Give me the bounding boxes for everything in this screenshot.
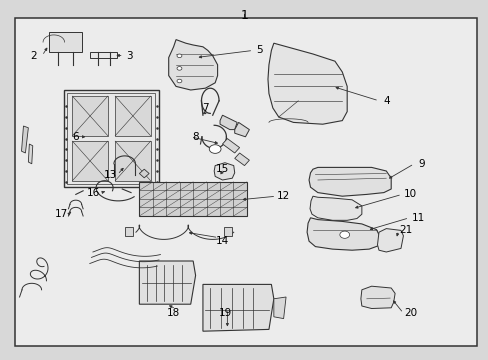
Text: 21: 21 (398, 225, 412, 235)
Text: 17: 17 (54, 209, 68, 219)
Polygon shape (21, 126, 28, 153)
Text: 20: 20 (404, 308, 416, 318)
Polygon shape (49, 32, 82, 52)
Text: 14: 14 (215, 236, 229, 246)
FancyBboxPatch shape (15, 18, 476, 346)
Polygon shape (308, 167, 390, 196)
Text: 6: 6 (72, 132, 79, 142)
Polygon shape (124, 227, 133, 236)
Text: 10: 10 (404, 189, 416, 199)
Polygon shape (234, 153, 249, 166)
Text: 13: 13 (103, 170, 117, 180)
Text: 15: 15 (215, 164, 229, 174)
Text: 18: 18 (166, 308, 180, 318)
Text: 12: 12 (276, 191, 290, 201)
Text: 1: 1 (240, 9, 248, 22)
Text: 19: 19 (218, 308, 231, 318)
Circle shape (177, 67, 182, 70)
Polygon shape (90, 52, 117, 58)
Polygon shape (234, 122, 249, 137)
Text: 4: 4 (382, 96, 389, 106)
Polygon shape (273, 297, 285, 319)
Text: 11: 11 (410, 213, 424, 223)
Text: 3: 3 (126, 51, 133, 61)
Polygon shape (139, 261, 195, 304)
Circle shape (177, 54, 182, 58)
Polygon shape (377, 229, 403, 252)
Polygon shape (220, 115, 237, 130)
Polygon shape (139, 169, 149, 178)
Circle shape (177, 79, 182, 83)
Polygon shape (222, 139, 239, 153)
Polygon shape (360, 286, 394, 309)
Polygon shape (63, 90, 159, 187)
Circle shape (209, 145, 221, 153)
Text: 7: 7 (202, 103, 208, 113)
Polygon shape (214, 163, 234, 180)
Circle shape (339, 231, 349, 238)
Polygon shape (139, 182, 246, 216)
Text: 5: 5 (255, 45, 262, 55)
Text: 16: 16 (87, 188, 101, 198)
Polygon shape (267, 43, 346, 124)
Polygon shape (203, 284, 273, 331)
Polygon shape (306, 218, 380, 250)
Polygon shape (309, 196, 361, 220)
Polygon shape (224, 227, 232, 236)
Polygon shape (168, 40, 217, 90)
Polygon shape (72, 96, 107, 136)
Text: 9: 9 (417, 159, 424, 169)
Text: 2: 2 (30, 51, 37, 61)
Text: 8: 8 (192, 132, 199, 142)
Polygon shape (28, 144, 33, 164)
Polygon shape (115, 141, 150, 181)
Polygon shape (72, 141, 107, 181)
Polygon shape (115, 96, 150, 136)
